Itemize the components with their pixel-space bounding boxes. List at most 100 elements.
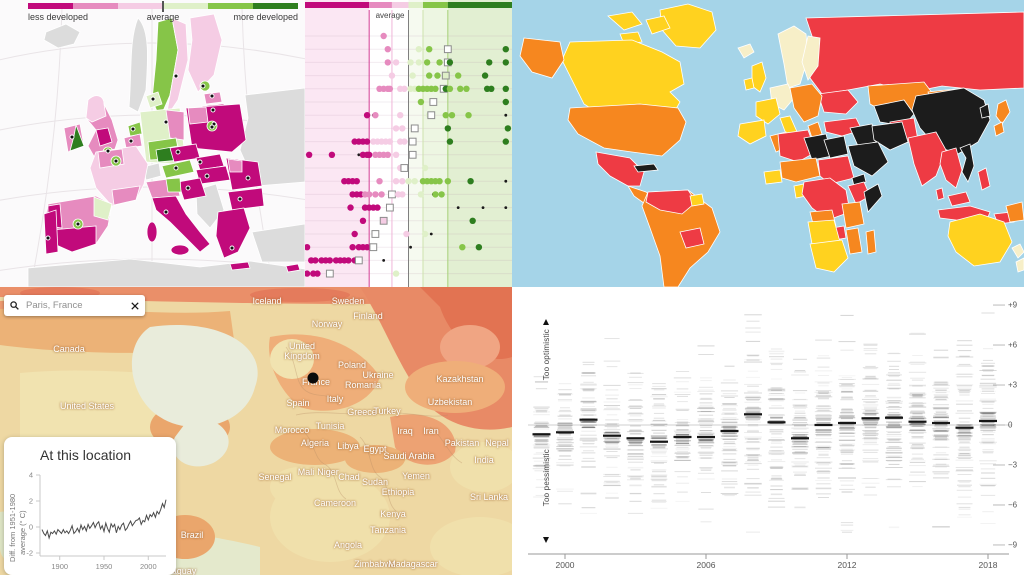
estimate-dash (956, 431, 973, 433)
estimate-dash (793, 415, 807, 417)
estimate-dash (815, 430, 832, 432)
estimate-dash (603, 476, 621, 477)
estimate-dash (769, 489, 784, 491)
estimate-dash (533, 422, 550, 424)
estimate-dash (580, 401, 597, 403)
estimate-dash (863, 406, 878, 408)
estimate-dash (791, 431, 809, 433)
location-marker-paris[interactable] (307, 372, 319, 384)
country-label: Paraguay (157, 566, 197, 575)
estimate-dash (559, 407, 570, 409)
estimate-dash (700, 418, 712, 420)
estimate-dash (815, 414, 832, 416)
estimate-dash (603, 441, 621, 443)
clear-search-icon[interactable] (131, 301, 139, 310)
estimate-dash-dense (675, 437, 690, 440)
estimate-dash (861, 482, 880, 484)
estimate-dash (581, 507, 596, 509)
estimate-dash (791, 428, 809, 429)
estimate-dash (606, 437, 618, 439)
estimate-dash (533, 406, 550, 408)
estimate-dash (770, 467, 783, 469)
estimate-dash (723, 427, 736, 429)
region-dot (409, 72, 416, 79)
estimate-dash (840, 409, 853, 411)
region-dot (448, 112, 456, 119)
estimate-dash (841, 414, 853, 416)
estimate-dash (629, 376, 642, 378)
search-input[interactable] (24, 299, 131, 312)
estimate-dash (839, 429, 855, 431)
estimate-dash (888, 412, 900, 414)
estimate-dash-dense (627, 445, 644, 447)
estimate-dash (909, 429, 926, 431)
estimate-dash (793, 358, 807, 360)
estimate-dash (793, 405, 807, 407)
estimate-dash (912, 416, 923, 418)
estimate-dash (794, 410, 805, 412)
world-press-freedom-map[interactable] (512, 0, 1024, 287)
estimate-dash (604, 474, 620, 476)
estimate-dash (886, 435, 902, 437)
median-dash (626, 437, 645, 440)
estimate-dash (630, 469, 641, 471)
estimate-dash (909, 412, 926, 414)
region-dot (423, 59, 431, 66)
estimate-dash (630, 432, 641, 434)
estimate-dash (722, 427, 737, 429)
estimate-dash (676, 457, 689, 459)
estimate-dash (580, 375, 597, 377)
estimate-dash (792, 440, 808, 442)
estimate-dash (840, 417, 854, 419)
estimate-dash (793, 398, 807, 400)
eu-regions-map[interactable] (0, 0, 305, 287)
estimate-dash-dense (862, 420, 879, 422)
estimate-dash (724, 441, 735, 443)
estimate-dash (862, 420, 879, 421)
estimate-dash (697, 407, 715, 409)
region-dot (326, 257, 334, 264)
estimate-dash (912, 457, 923, 459)
estimate-dash (888, 352, 900, 354)
estimate-dash (841, 467, 853, 469)
estimate-dash (653, 425, 665, 426)
estimate-dash (582, 440, 595, 442)
estimate-dash (791, 446, 809, 448)
region-dot (463, 85, 470, 93)
estimate-dash (934, 416, 948, 418)
estimate-dash (981, 485, 995, 487)
temperature-map-panel: Canada United States Brazil Paraguay Iceland… (0, 287, 512, 575)
estimate-dash (980, 429, 996, 431)
estimate-dash (581, 411, 596, 413)
forecast-error-panel: +9 +6 +3 0 −3 −6 −9 2000 2006 2012 2018 Too optimi… (512, 287, 1024, 575)
estimate-dash (653, 417, 665, 419)
y-tick-label: −9 (1008, 540, 1018, 549)
estimate-dash (747, 438, 759, 440)
region-square (443, 45, 452, 54)
estimate-dash (863, 494, 878, 496)
estimate-dash (559, 394, 571, 396)
axis-label-too-pessimistic: Too pessimistic (542, 449, 551, 507)
estimate-dash (651, 444, 667, 447)
estimate-dash (792, 448, 808, 450)
estimate-dash (746, 320, 760, 322)
estimate-dash (979, 419, 997, 421)
estimate-dash (935, 414, 947, 415)
estimate-dash (722, 412, 737, 413)
estimate-dash (910, 411, 926, 413)
estimate-dash (720, 418, 739, 420)
estimate-dash (794, 464, 806, 466)
region-dot (502, 85, 509, 93)
estimate-dash (652, 444, 666, 446)
estimate-dash (885, 402, 903, 404)
estimate-dash-dense (979, 425, 996, 427)
eu-development-panel: less developed average more developed av… (0, 0, 512, 287)
region-dot (488, 85, 495, 93)
development-legend: less developed average more developed (28, 1, 298, 24)
estimate-dash (958, 430, 971, 433)
estimate-dash (959, 392, 970, 394)
estimate-dash (841, 388, 853, 390)
estimate-dash (863, 343, 878, 345)
estimate-dash (956, 385, 973, 387)
estimate-dash (816, 414, 831, 415)
